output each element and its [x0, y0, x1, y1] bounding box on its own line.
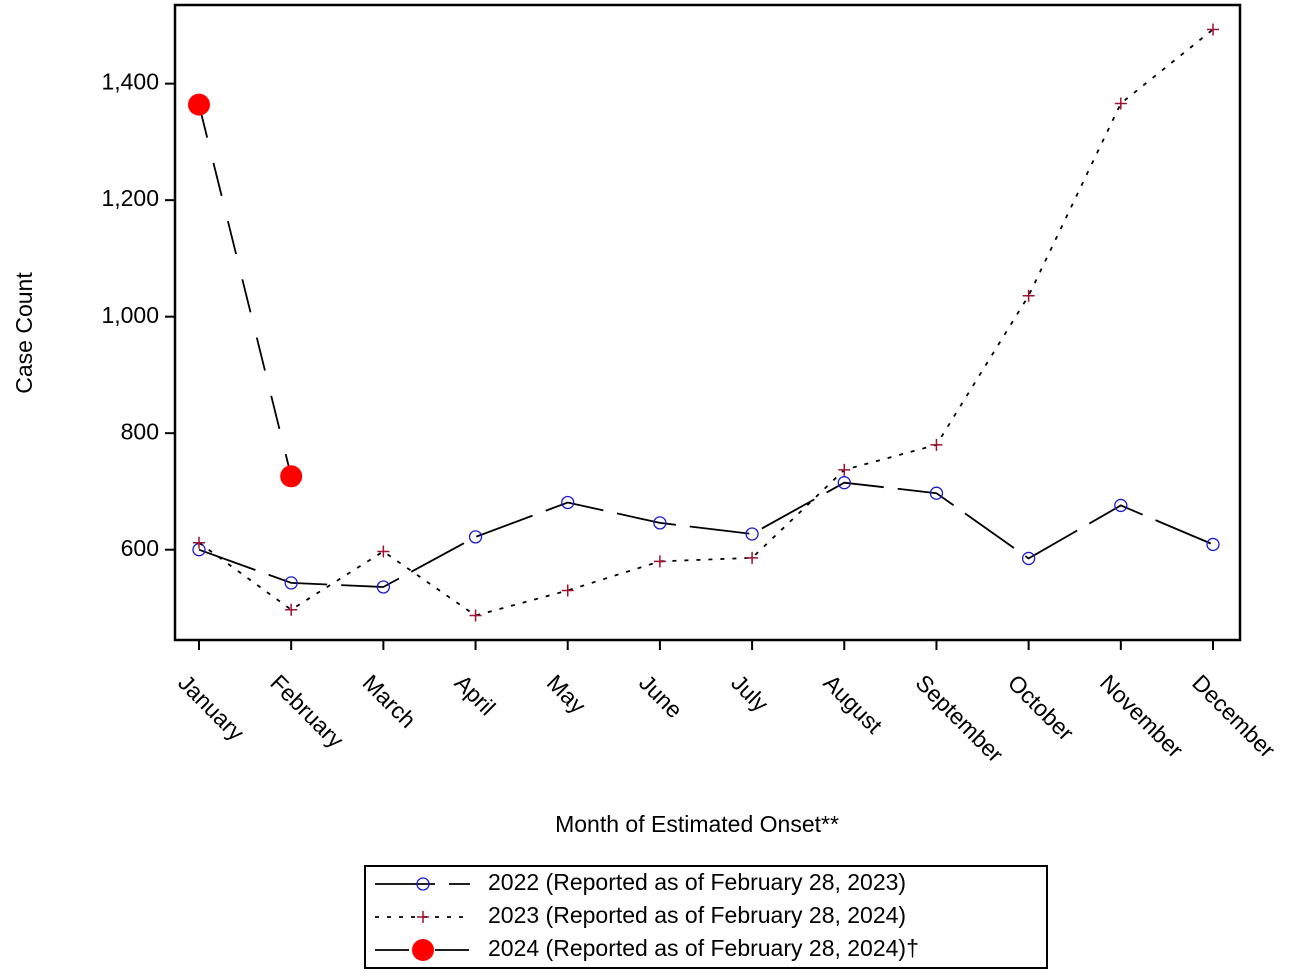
y-tick-label: 600: [121, 535, 159, 561]
x-tick-label: September: [911, 669, 1009, 767]
marker: [1207, 23, 1219, 36]
x-tick-label: February: [265, 669, 349, 753]
x-tick-label: April: [450, 669, 501, 720]
marker: [1114, 498, 1128, 513]
marker: [468, 530, 483, 544]
series-line: [198, 28, 1214, 617]
marker: [653, 516, 667, 530]
marker: [469, 609, 482, 622]
y-axis-title: Case Count: [11, 272, 37, 394]
marker: [653, 555, 666, 568]
marker: [1206, 537, 1220, 552]
x-tick-label: August: [818, 669, 887, 738]
y-tick-label: 800: [121, 418, 159, 444]
legend-label: 2023 (Reported as of February 28, 2024): [488, 902, 906, 928]
marker: [193, 536, 205, 549]
x-tick-label: July: [726, 669, 774, 717]
marker: [561, 584, 574, 597]
x-tick-label: November: [1095, 669, 1189, 763]
y-tick-label: 1,400: [101, 69, 159, 95]
marker: [377, 545, 390, 558]
marker: [930, 438, 943, 451]
series-line: [198, 481, 1214, 588]
x-tick-label: June: [634, 669, 688, 723]
marker: [746, 551, 759, 564]
legend-marker: [412, 939, 434, 961]
y-tick-label: 1,200: [101, 185, 159, 211]
marker: [1022, 289, 1035, 302]
x-tick-label: March: [358, 669, 422, 733]
legend-label: 2024 (Reported as of February 28, 2024)†: [488, 935, 919, 961]
series-line: [198, 104, 293, 477]
plot-frame: [173, 3, 1242, 642]
y-tick-label: 1,000: [101, 302, 159, 328]
legend-marker: [417, 911, 429, 923]
marker: [745, 527, 759, 541]
legend-label: 2022 (Reported as of February 28, 2023): [488, 869, 906, 895]
marker: [1021, 551, 1036, 566]
marker: [837, 476, 851, 490]
marker: [838, 463, 851, 476]
x-tick-label: December: [1187, 669, 1281, 763]
marker: [285, 603, 298, 616]
marker: [1114, 97, 1127, 110]
marker: [188, 93, 210, 116]
x-tick-label: January: [173, 669, 250, 746]
x-axis-title: Month of Estimated Onset**: [555, 811, 839, 837]
legend-marker: [416, 877, 430, 891]
x-tick-label: October: [1003, 669, 1079, 745]
marker: [561, 495, 575, 510]
marker: [284, 576, 298, 590]
marker: [376, 580, 391, 594]
x-tick-label: May: [542, 669, 591, 718]
marker: [280, 465, 303, 488]
legend-box: [364, 865, 1048, 969]
marker: [929, 486, 944, 500]
